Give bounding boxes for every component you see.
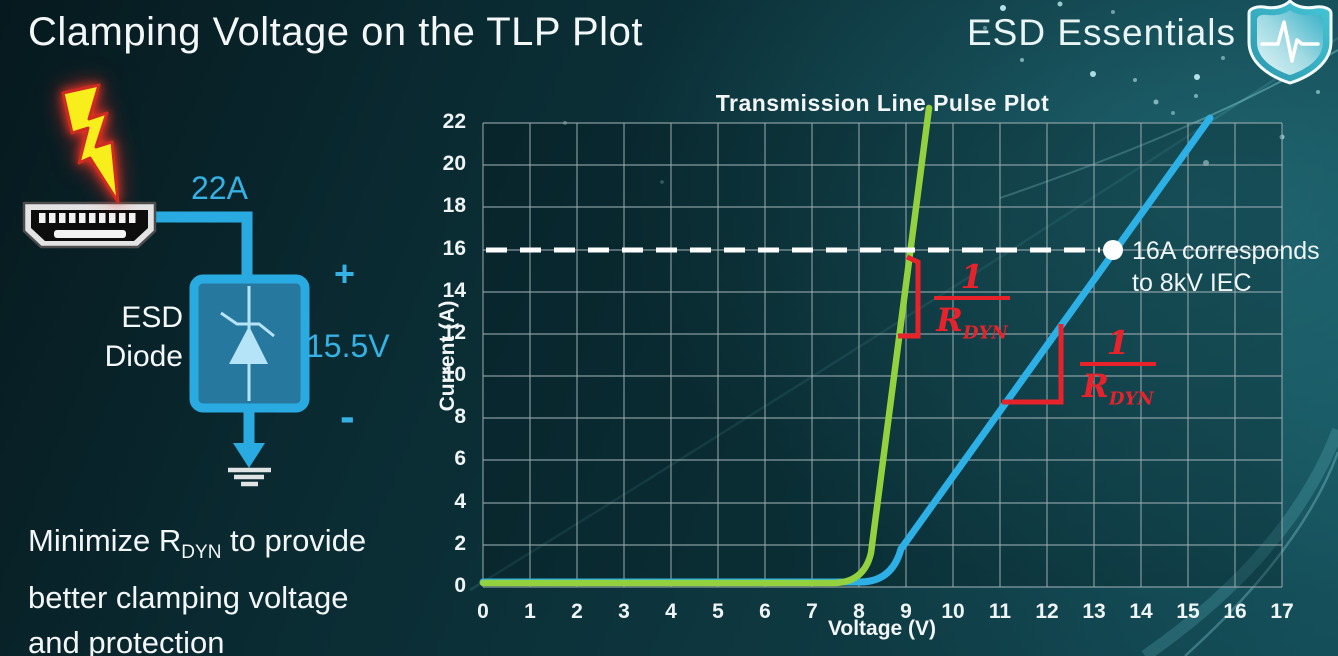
slope-numerator: 1	[960, 257, 984, 296]
x-tick-label: 8	[853, 600, 865, 623]
clamping-voltage-label: 15.5V	[306, 328, 390, 364]
y-tick-label: 4	[454, 490, 466, 513]
fraction-bar	[934, 296, 1010, 300]
polarity-minus-label: -	[340, 392, 355, 441]
x-tick-label: 9	[900, 600, 912, 623]
y-tick-label: 0	[454, 574, 466, 597]
y-tick-label: 12	[442, 321, 466, 344]
y-tick-label: 6	[454, 447, 466, 470]
slope-indicators	[898, 254, 1064, 405]
x-tick-label: 7	[806, 600, 818, 623]
brand-name: ESD Essentials	[967, 12, 1236, 53]
slope-denominator: RDYN	[936, 301, 1008, 344]
x-tick-label: 5	[712, 600, 724, 623]
marker-dot	[1103, 240, 1123, 260]
x-tick-label: 12	[1035, 600, 1059, 623]
slope-numerator: 1	[1106, 323, 1130, 362]
chart-title: Transmission Line Pulse Plot	[715, 90, 1050, 116]
footer-note-line3: and protection	[28, 625, 225, 656]
page-title: Clamping Voltage on the TLP Plot	[28, 10, 643, 54]
x-tick-label: 3	[618, 600, 630, 623]
esd-diode-label-line2: Diode	[104, 340, 183, 373]
x-tick-label: 4	[665, 600, 677, 623]
x-tick-label: 10	[941, 600, 965, 623]
y-tick-label: 14	[442, 279, 466, 302]
y-tick-label: 22	[442, 110, 466, 133]
y-tick-label: 18	[442, 194, 466, 217]
green-slope-bracket	[898, 254, 921, 339]
particle-dots	[563, 1, 1320, 184]
x-tick-label: 14	[1129, 600, 1153, 623]
slope-label-blue: 1 RDYN	[1074, 326, 1162, 408]
x-tick-label: 2	[571, 600, 583, 623]
esd-diode-label: ESD Diode	[93, 298, 183, 376]
y-tick-label: 8	[454, 405, 466, 428]
footer-note-line2: better clamping voltage	[28, 580, 349, 616]
slope-denominator: RDYN	[1082, 367, 1154, 410]
footer-note-line1: Minimize RDYN to provide	[28, 523, 367, 564]
hdmi-connector-icon	[22, 201, 157, 249]
x-tick-label: 6	[759, 600, 771, 623]
x-tick-label: 13	[1082, 600, 1106, 623]
marker-annotation-line1: 16A corresponds	[1132, 237, 1320, 265]
y-tick-label: 16	[442, 237, 466, 260]
footer-note: Minimize RDYN to provide better clamping…	[28, 518, 366, 656]
marker-annotation-line2: to 8kV IEC	[1132, 269, 1252, 297]
plot-area	[483, 123, 1282, 587]
x-tick-label: 15	[1176, 600, 1200, 623]
green-series-line	[479, 104, 933, 587]
x-tick-label: 17	[1270, 600, 1294, 623]
esd-diode-label-line1: ESD	[121, 301, 183, 334]
fraction-bar	[1080, 362, 1156, 366]
x-tick-label: 0	[477, 600, 489, 623]
wire	[156, 211, 253, 279]
y-tick-label: 2	[454, 532, 466, 555]
polarity-plus-label: +	[334, 253, 356, 294]
y-axis-label: Current (A)	[436, 300, 459, 412]
x-tick-label: 1	[524, 600, 536, 623]
blue-slope-bracket	[1002, 324, 1064, 405]
slope-label-green: 1 RDYN	[928, 260, 1016, 342]
y-tick-label: 20	[442, 152, 466, 175]
lightning-bolt-icon	[61, 83, 120, 204]
x-tick-label: 16	[1223, 600, 1247, 623]
grid-lines	[482, 122, 1283, 588]
x-axis-label: Voltage (V)	[827, 617, 937, 640]
blue-series-line	[479, 114, 1214, 586]
ground-symbol-icon	[228, 408, 271, 487]
x-tick-label: 11	[988, 600, 1012, 623]
shield-pulse-icon	[1247, 0, 1333, 85]
y-tick-label: 10	[442, 363, 466, 386]
surge-current-label: 22A	[191, 170, 248, 206]
